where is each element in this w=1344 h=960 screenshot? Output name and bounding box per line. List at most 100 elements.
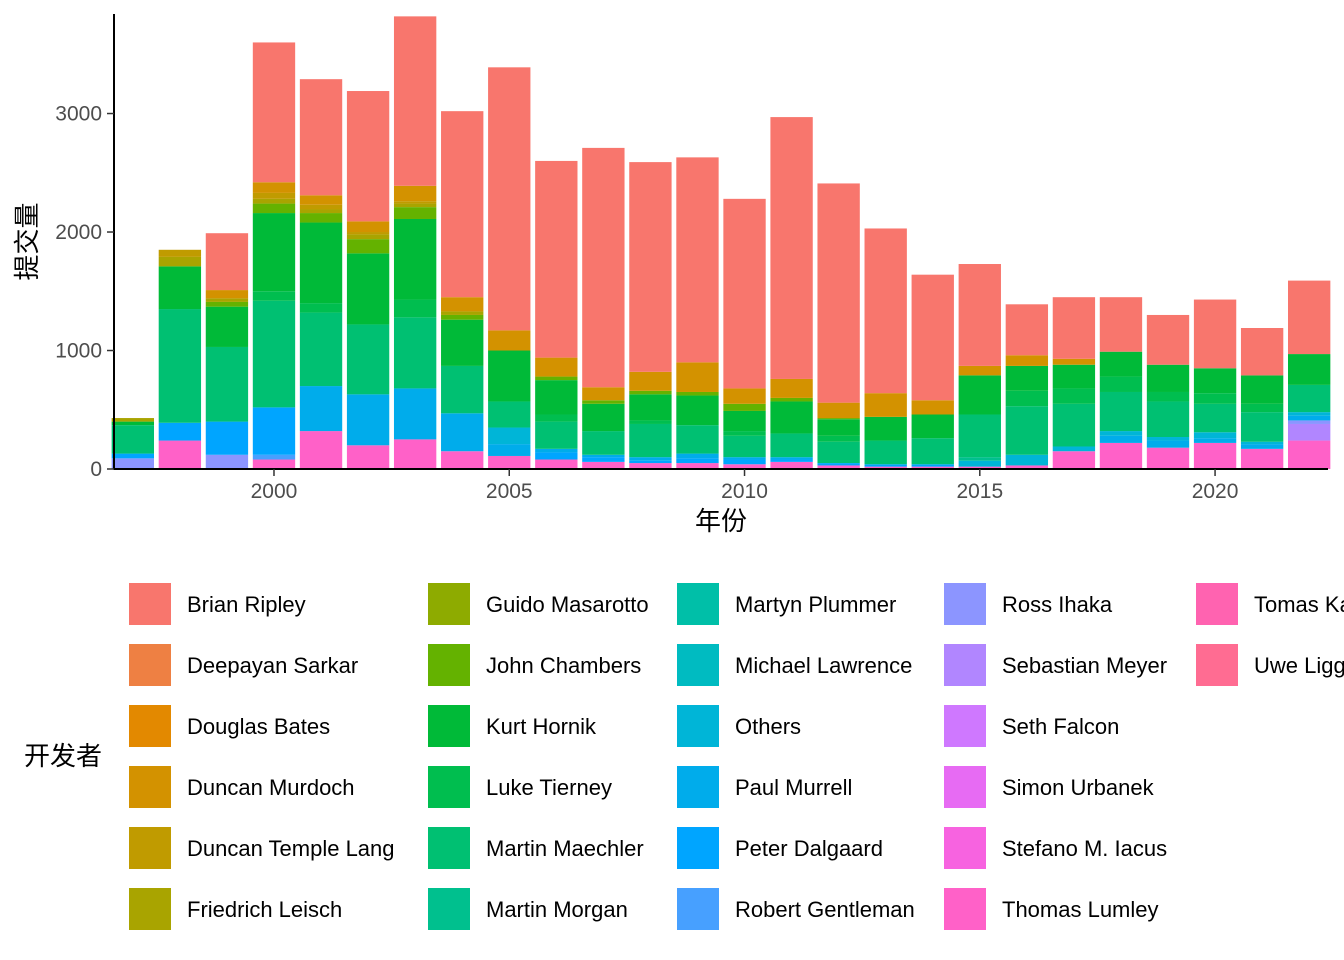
bar-segment-duncan-murdoch-2006 xyxy=(535,357,578,377)
bar-segment-friedrich-leisch-1997 xyxy=(111,418,154,422)
legend-item-peter-dalgaard: Peter Dalgaard xyxy=(677,827,883,869)
bar-segment-others-2005 xyxy=(488,427,531,445)
bar-segment-brian-ripley-2020 xyxy=(1193,299,1237,369)
bar-segment-john-chambers-1999 xyxy=(205,301,249,307)
bar-segment-duncan-temple-lang-2002 xyxy=(346,232,390,235)
legend-label-paul-murrell: Paul Murrell xyxy=(735,775,852,800)
bar-segment-martin-maechler-1999 xyxy=(205,346,249,422)
bar-segment-kurt-hornik-2000 xyxy=(252,213,296,292)
x-tick-label-2020: 2020 xyxy=(1192,480,1239,503)
bar-segment-paul-murrell-2021 xyxy=(1240,444,1284,449)
bar-segment-martin-maechler-2001 xyxy=(299,312,343,387)
bar-segment-duncan-temple-lang-2001 xyxy=(299,204,343,210)
bar-segment-paul-murrell-2002 xyxy=(346,394,390,446)
bar-segment-others-2022 xyxy=(1288,412,1331,416)
bar-segment-kurt-hornik-1997 xyxy=(111,421,154,426)
legend-label-robert-gentleman: Robert Gentleman xyxy=(735,897,915,922)
legend-item-robert-gentleman: Robert Gentleman xyxy=(677,888,915,930)
bar-segment-luke-tierney-2021 xyxy=(1240,403,1284,413)
bar-segment-paul-murrell-2010 xyxy=(723,457,766,460)
bar-segment-thomas-lumley-2020 xyxy=(1193,442,1237,469)
legend-label-guido-masarotto: Guido Masarotto xyxy=(486,592,649,617)
bar-segment-others-2020 xyxy=(1193,432,1237,439)
bar-segment-luke-tierney-2017 xyxy=(1052,388,1096,404)
bar-segment-thomas-lumley-2006 xyxy=(535,459,578,469)
y-tick-label-2000: 2000 xyxy=(55,221,102,244)
legend-label-duncan-murdoch: Duncan Murdoch xyxy=(187,775,355,800)
bar-segment-thomas-lumley-2014 xyxy=(911,466,954,469)
legend-label-john-chambers: John Chambers xyxy=(486,653,641,678)
bar-segment-duncan-temple-lang-2000 xyxy=(252,192,296,199)
bar-segment-thomas-lumley-1998 xyxy=(158,440,202,469)
bar-segment-others-2016 xyxy=(1005,454,1049,466)
bar-segment-thomas-lumley-2002 xyxy=(346,445,390,469)
bar-segment-luke-tierney-2006 xyxy=(535,414,578,422)
bar-segment-duncan-murdoch-2010 xyxy=(723,388,766,404)
bar-segment-kurt-hornik-2001 xyxy=(299,222,343,304)
bar-segment-john-chambers-2004 xyxy=(441,314,484,320)
bar-segment-luke-tierney-2010 xyxy=(723,431,766,436)
bar-segment-paul-murrell-2001 xyxy=(299,386,343,432)
bar-segment-martin-maechler-2006 xyxy=(535,421,578,449)
bar-segment-thomas-lumley-2021 xyxy=(1240,448,1284,469)
bar-segment-friedrich-leisch-1999 xyxy=(205,298,249,302)
bar-segment-thomas-lumley-2017 xyxy=(1052,451,1096,469)
bar-segment-peter-dalgaard-2000 xyxy=(252,407,296,455)
legend-item-ross-ihaka: Ross Ihaka xyxy=(944,583,1113,625)
legend-label-seth-falcon: Seth Falcon xyxy=(1002,714,1119,739)
bar-segment-paul-murrell-2009 xyxy=(676,453,719,459)
bar-segment-brian-ripley-2005 xyxy=(488,67,531,331)
legend-item-douglas-bates: Douglas Bates xyxy=(129,705,330,747)
bar-segment-thomas-lumley-2007 xyxy=(582,461,625,469)
bar-segment-duncan-murdoch-2005 xyxy=(488,330,531,351)
bar-segment-others-2019 xyxy=(1146,437,1190,441)
bar-segment-john-chambers-2002 xyxy=(346,239,390,254)
legend-swatch-duncan-murdoch xyxy=(129,766,171,808)
bar-segment-brian-ripley-2011 xyxy=(770,117,813,379)
legend-item-luke-tierney: Luke Tierney xyxy=(428,766,612,808)
bar-segment-martin-maechler-2013 xyxy=(864,440,907,465)
bar-segment-john-chambers-2010 xyxy=(723,403,766,411)
legend-item-duncan-murdoch: Duncan Murdoch xyxy=(129,766,355,808)
legend-item-stefano-m-iacus: Stefano M. Iacus xyxy=(944,827,1167,869)
bar-segment-john-chambers-2007 xyxy=(582,400,625,404)
legend-swatch-simon-urbanek xyxy=(944,766,986,808)
legend-item-brian-ripley: Brian Ripley xyxy=(129,583,306,625)
bar-segment-kurt-hornik-2008 xyxy=(629,394,672,421)
bar-segment-kurt-hornik-2019 xyxy=(1146,364,1190,392)
legend-label-martyn-plummer: Martyn Plummer xyxy=(735,592,896,617)
legend-label-others: Others xyxy=(735,714,801,739)
bars-layer xyxy=(111,16,1331,469)
bar-segment-duncan-murdoch-2001 xyxy=(299,195,343,205)
legend-swatch-tomas-kalibera xyxy=(1196,583,1238,625)
legend-label-michael-lawrence: Michael Lawrence xyxy=(735,653,912,678)
bar-segment-duncan-murdoch-2003 xyxy=(393,185,437,202)
y-tick-label-1000: 1000 xyxy=(55,340,102,363)
legend-item-john-chambers: John Chambers xyxy=(428,644,641,686)
bar-segment-luke-tierney-2018 xyxy=(1099,376,1143,392)
y-axis-title: 提交量 xyxy=(13,202,43,280)
bar-segment-martin-maechler-2003 xyxy=(393,317,437,389)
x-tick-label-2005: 2005 xyxy=(486,480,533,503)
bar-segment-martin-morgan-2015 xyxy=(958,457,1001,461)
bar-segment-brian-ripley-2021 xyxy=(1240,328,1284,376)
legend-item-uwe-ligges: Uwe Ligges xyxy=(1196,644,1344,686)
bar-segment-friedrich-leisch-2002 xyxy=(346,234,390,240)
legend-label-tomas-kalibera: Tomas Kalibera xyxy=(1254,592,1344,617)
bar-segment-kurt-hornik-2018 xyxy=(1099,351,1143,377)
legend-label-brian-ripley: Brian Ripley xyxy=(187,592,306,617)
bar-segment-martin-maechler-2018 xyxy=(1099,391,1143,432)
bar-segment-luke-tierney-2001 xyxy=(299,303,343,313)
bar-segment-duncan-murdoch-2015 xyxy=(958,365,1001,376)
bar-segment-thomas-lumley-2005 xyxy=(488,455,531,469)
x-tick-label-2010: 2010 xyxy=(721,480,768,503)
bar-segment-paul-murrell-2008 xyxy=(629,457,672,461)
bar-segment-brian-ripley-2008 xyxy=(629,162,672,372)
bar-segment-martin-maechler-2005 xyxy=(488,401,531,428)
legend-swatch-seth-falcon xyxy=(944,705,986,747)
bar-segment-brian-ripley-2003 xyxy=(393,16,437,186)
bar-segment-john-chambers-2006 xyxy=(535,376,578,381)
bar-segment-brian-ripley-2006 xyxy=(535,160,578,358)
legend-label-duncan-temple-lang: Duncan Temple Lang xyxy=(187,836,395,861)
legend-swatch-luke-tierney xyxy=(428,766,470,808)
